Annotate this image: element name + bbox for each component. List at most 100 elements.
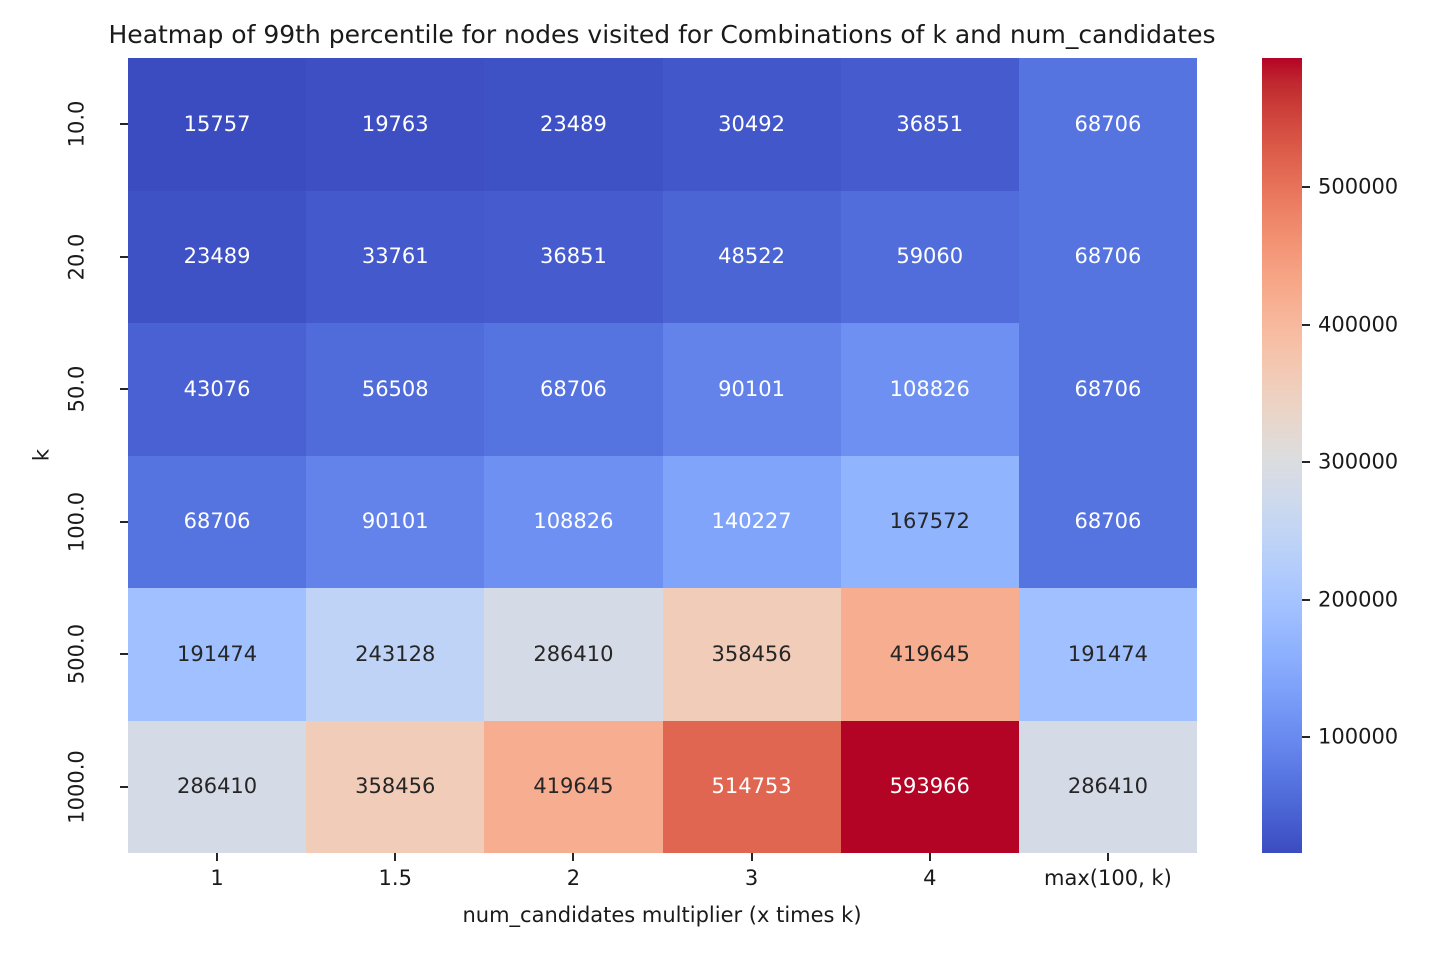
cell-value: 68706 (1074, 509, 1142, 534)
x-tick-label: 1.5 (378, 866, 412, 890)
cell-value: 56508 (361, 376, 429, 401)
y-tick-label: 1000.0 (64, 750, 89, 824)
heatmap-cell: 36851 (484, 190, 663, 323)
heatmap-cell: 358456 (662, 588, 841, 721)
colorbar-tick-label: 500000 (1318, 174, 1399, 199)
colorbar-tick-mark (1302, 323, 1310, 326)
cell-value: 286410 (1067, 774, 1148, 799)
cell-value: 243128 (355, 641, 436, 666)
x-tick-label: 4 (923, 866, 937, 890)
colorbar-tick-label: 300000 (1318, 449, 1399, 474)
y-tick-mark (120, 123, 128, 126)
y-tick-label: 50.0 (64, 365, 89, 413)
y-tick-mark (120, 255, 128, 258)
cell-value: 23489 (540, 111, 607, 136)
x-tick-mark (750, 853, 753, 861)
cell-value: 419645 (533, 774, 614, 799)
cell-value: 23489 (183, 244, 251, 269)
heatmap-cell: 108826 (484, 455, 663, 588)
cell-value: 108826 (533, 509, 614, 534)
chart-title: Heatmap of 99th percentile for nodes vis… (108, 20, 1216, 49)
heatmap-cell: 286410 (1018, 720, 1197, 853)
x-axis-label: num_candidates multiplier (x times k) (462, 903, 862, 927)
colorbar-tick-label: 400000 (1318, 312, 1399, 337)
cell-value: 68706 (1074, 376, 1142, 401)
y-tick-label: 500.0 (64, 624, 89, 685)
x-tick-mark (572, 853, 575, 861)
colorbar-tick-label: 200000 (1318, 587, 1399, 612)
cell-value: 358456 (355, 774, 436, 799)
heatmap-cell: 19763 (306, 58, 485, 191)
heatmap-cell: 59060 (840, 190, 1019, 323)
cell-value: 36851 (540, 244, 607, 269)
heatmap-cell: 140227 (662, 455, 841, 588)
heatmap-cell: 48522 (662, 190, 841, 323)
heatmap-plot-area: 15757 19763 23489 30492 36851 68706 23489 33761… (128, 58, 1197, 853)
x-tick-mark (928, 853, 931, 861)
x-tick-label: max(100, k) (1044, 866, 1172, 890)
heatmap-cell: 68706 (128, 455, 307, 588)
cell-value: 286410 (533, 641, 614, 666)
cell-value: 90101 (361, 509, 429, 534)
y-tick-mark (120, 653, 128, 656)
cell-value: 68706 (1074, 244, 1142, 269)
y-tick-mark (120, 785, 128, 788)
heatmap-cell: 68706 (1018, 190, 1197, 323)
cell-value: 68706 (183, 509, 251, 534)
heatmap-cell: 419645 (484, 720, 663, 853)
colorbar-tick-mark (1302, 736, 1310, 739)
colorbar-tick-mark (1302, 186, 1310, 189)
heatmap-cell: 191474 (128, 588, 307, 721)
heatmap-cell: 15757 (128, 58, 307, 191)
y-tick-mark (120, 520, 128, 523)
heatmap-cell: 286410 (128, 720, 307, 853)
x-tick-mark (216, 853, 219, 861)
cell-value: 108826 (889, 376, 970, 401)
heatmap-cell: 68706 (1018, 323, 1197, 456)
cell-value: 167572 (889, 509, 970, 534)
cell-value: 48522 (718, 244, 785, 269)
cell-value: 191474 (176, 641, 258, 666)
cell-value: 514753 (711, 774, 792, 799)
x-tick-label: 1 (210, 866, 224, 890)
y-tick-label: 10.0 (64, 100, 89, 148)
cell-value: 59060 (896, 244, 964, 269)
heatmap-cell: 108826 (840, 323, 1019, 456)
heatmap-cell: 191474 (1018, 588, 1197, 721)
cell-value: 33761 (361, 244, 429, 269)
x-tick-mark (394, 853, 397, 861)
cell-value: 30492 (718, 111, 785, 136)
heatmap-cell: 23489 (484, 58, 663, 191)
x-tick-mark (1106, 853, 1109, 861)
x-tick-label: 2 (566, 866, 581, 890)
cell-value: 68706 (540, 376, 607, 401)
heatmap-cell: 167572 (840, 455, 1019, 588)
cell-value: 15757 (183, 111, 251, 136)
cell-value: 90101 (718, 376, 785, 401)
heatmap-cell: 23489 (128, 190, 307, 323)
heatmap-cell: 68706 (484, 323, 663, 456)
heatmap-cell: 243128 (306, 588, 485, 721)
heatmap-cell: 90101 (306, 455, 485, 588)
y-tick-label: 100.0 (64, 491, 89, 552)
y-axis-label: k (29, 448, 54, 462)
heatmap-cell: 56508 (306, 323, 485, 456)
cell-value: 419645 (889, 641, 970, 666)
cell-value: 36851 (896, 111, 964, 136)
heatmap-cell: 36851 (840, 58, 1019, 191)
y-tick-mark (120, 388, 128, 391)
x-tick-label: 3 (744, 866, 759, 890)
heatmap-cell: 593966 (840, 720, 1019, 853)
cell-value: 68706 (1074, 111, 1142, 136)
cell-value: 286410 (176, 774, 258, 799)
cell-value: 191474 (1067, 641, 1148, 666)
heatmap-cell: 90101 (662, 323, 841, 456)
heatmap-cell: 419645 (840, 588, 1019, 721)
heatmap-cell: 43076 (128, 323, 307, 456)
heatmap-cell: 286410 (484, 588, 663, 721)
cell-value: 43076 (183, 376, 251, 401)
cell-value: 358456 (711, 641, 792, 666)
cell-value: 19763 (361, 111, 429, 136)
y-tick-label: 20.0 (64, 233, 89, 281)
